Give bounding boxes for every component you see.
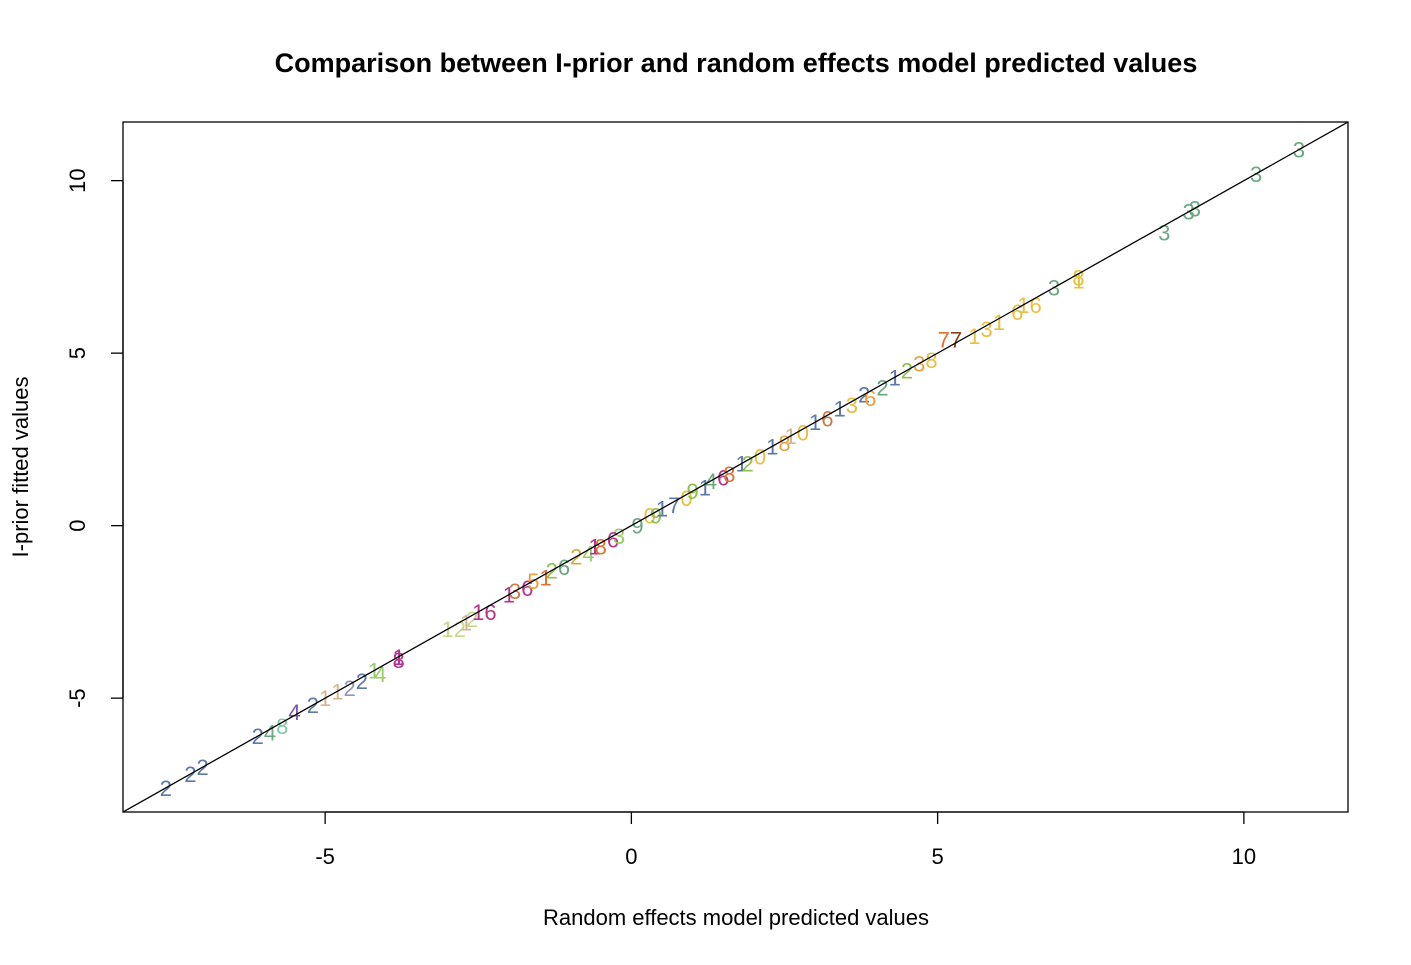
- data-point: 8: [925, 348, 937, 373]
- data-point: 6: [558, 555, 570, 580]
- data-point: 2: [356, 669, 368, 694]
- y-tick-label: 0: [65, 520, 90, 532]
- chart-title: Comparison between I-prior and random ef…: [275, 48, 1198, 78]
- data-point: 6: [864, 386, 876, 411]
- data-point: 2: [742, 452, 754, 477]
- x-tick-label: -5: [315, 844, 335, 869]
- x-tick-label: 10: [1232, 844, 1256, 869]
- data-point: 7: [938, 327, 950, 352]
- data-point: 2: [876, 376, 888, 401]
- data-point: 8: [595, 534, 607, 559]
- x-axis-label: Random effects model predicted values: [543, 905, 929, 930]
- plot-area: -50510-505102222484211221418121216136512…: [65, 121, 1349, 869]
- data-point: 0: [754, 445, 766, 470]
- data-point: 3: [1158, 220, 1170, 245]
- data-point: 6: [821, 407, 833, 432]
- data-point: 2: [344, 676, 356, 701]
- y-tick-label: 5: [65, 347, 90, 359]
- data-point: 8: [723, 462, 735, 487]
- data-point: 4: [374, 662, 386, 687]
- y-tick-label: -5: [65, 688, 90, 708]
- data-point: 6: [484, 600, 496, 625]
- data-point: 7: [668, 493, 680, 518]
- x-tick-label: 5: [932, 844, 944, 869]
- data-point: 0: [797, 421, 809, 446]
- data-point: 8: [276, 714, 288, 739]
- data-point: 8: [393, 648, 405, 673]
- data-point: 8: [1072, 265, 1084, 290]
- data-point: 1: [993, 310, 1005, 335]
- data-point: 3: [981, 317, 993, 342]
- data-point: 3: [846, 393, 858, 418]
- x-tick-label: 0: [625, 844, 637, 869]
- data-point: 4: [288, 700, 300, 725]
- data-point: 7: [950, 327, 962, 352]
- data-point: 3: [613, 524, 625, 549]
- y-tick-label: 10: [65, 168, 90, 192]
- data-point: 4: [264, 721, 276, 746]
- data-point: 6: [1030, 293, 1042, 318]
- data-point: 1: [968, 324, 980, 349]
- data-point: 9: [631, 514, 643, 539]
- points-group: 2222484211221418121216136512624186390917…: [160, 138, 1305, 801]
- identity-line: [123, 122, 1348, 812]
- y-axis-label: I-prior fitted values: [8, 377, 33, 558]
